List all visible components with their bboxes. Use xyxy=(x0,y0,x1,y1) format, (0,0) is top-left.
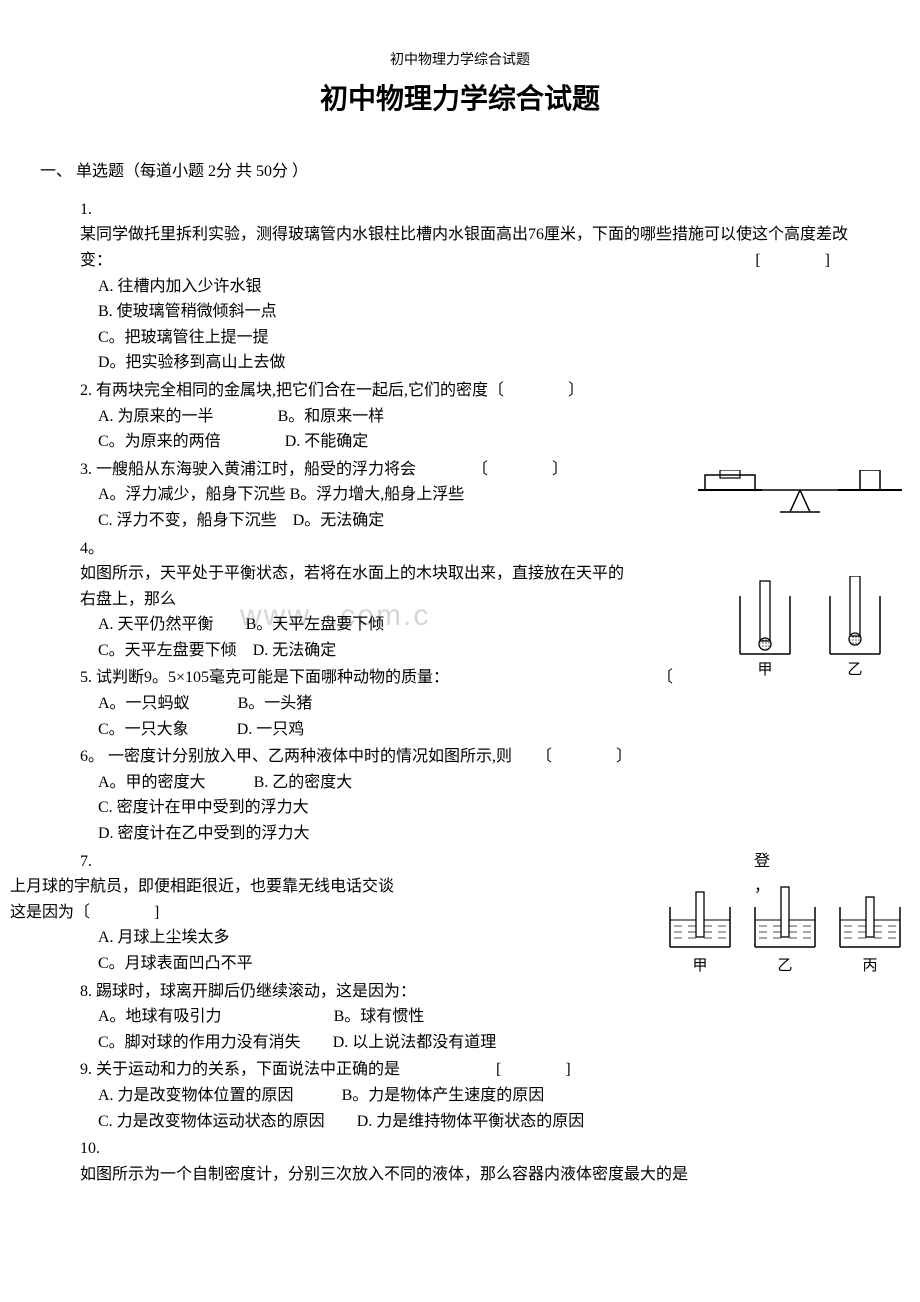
q4-text: 如图所示，天平处于平衡状态，若将在水面上的木块取出来，直接放在天平的右盘上，那么 xyxy=(80,561,630,612)
q4-num: 4。 xyxy=(80,540,104,557)
q4-opt-a: A. 天平仍然平衡 xyxy=(98,616,214,633)
q9-opt-b: B。力是物体产生速度的原因 xyxy=(342,1087,545,1104)
question-5: 5. 试判断9。5×105毫克可能是下面哪种动物的质量： 〔 A。一只蚂蚁 B。… xyxy=(80,665,850,742)
question-2: 2. 有两块完全相同的金属块,把它们合在一起后,它们的密度〔 〕 A. 为原来的… xyxy=(80,378,850,455)
question-3: 3. 一艘船从东海驶入黄浦江时，船受的浮力将会 〔 〕 A。浮力减少，船身下沉些… xyxy=(80,457,850,534)
q2-num: 2. xyxy=(80,382,92,399)
question-4: 4。 如图所示，天平处于平衡状态，若将在水面上的木块取出来，直接放在天平的右盘上… xyxy=(80,536,850,664)
q3-opt-a: A。浮力减少，船身下沉些 xyxy=(98,486,286,503)
q2-opt-a: A. 为原来的一半 xyxy=(98,408,214,425)
q4-opt-d: D. 无法确定 xyxy=(253,642,337,659)
q9-opt-a: A. 力是改变物体位置的原因 xyxy=(98,1087,294,1104)
q1-opt-a: A. 往槽内加入少许水银 xyxy=(98,274,850,300)
q6-opt-a: A。甲的密度大 xyxy=(98,774,206,791)
q3-opt-c: C. 浮力不变，船身下沉些 xyxy=(98,512,277,529)
q8-opt-c: C。脚对球的作用力没有消失 xyxy=(98,1034,301,1051)
q3-num: 3. xyxy=(80,461,92,478)
q2-text: 有两块完全相同的金属块,把它们合在一起后,它们的密度〔 〕 xyxy=(92,382,584,399)
q1-bracket: [ ] xyxy=(755,248,830,274)
question-1: 1. 某同学做托里拆利实验，测得玻璃管内水银柱比槽内水银面高出76厘米，下面的哪… xyxy=(80,197,850,376)
q3-opt-b: B。浮力增大,船身上浮些 xyxy=(290,486,465,503)
q5-text: 试判断9。5×105毫克可能是下面哪种动物的质量： 〔 xyxy=(92,669,673,686)
q4-opt-b: B。天平左盘要下倾 xyxy=(246,616,385,633)
q2-opt-c: C。为原来的两倍 xyxy=(98,433,221,450)
q9-opt-c: C. 力是改变物体运动状态的原因 xyxy=(98,1113,325,1130)
q8-opt-b: B。球有惯性 xyxy=(334,1008,425,1025)
q7-text1: 登 xyxy=(754,849,770,875)
q7-opt-c: C。月球表面凹凸不平 xyxy=(98,951,850,977)
q8-num: 8. xyxy=(80,983,92,1000)
page-header: 初中物理力学综合试题 xyxy=(70,50,850,72)
q8-opt-d: D. 以上说法都没有道理 xyxy=(333,1034,497,1051)
q3-opt-d: D。无法确定 xyxy=(293,512,385,529)
q1-num: 1. xyxy=(80,201,92,218)
q7-text2: 上月球的宇航员，即便相距很近，也要靠无线电话交谈 xyxy=(10,878,394,895)
question-6: 6。 一密度计分别放入甲、乙两种液体中时的情况如图所示,则 〔 〕 A。甲的密度… xyxy=(80,744,850,846)
q1-opt-b: B. 使玻璃管稍微倾斜一点 xyxy=(98,299,850,325)
svg-text:丙: 丙 xyxy=(862,958,877,974)
question-8: 8. 踢球时，球离开脚后仍继续滚动，这是因为： A。地球有吸引力 B。球有惯性 … xyxy=(80,979,850,1056)
q5-opt-a: A。一只蚂蚁 xyxy=(98,695,190,712)
q1-text: 某同学做托里拆利实验，测得玻璃管内水银柱比槽内水银面高出76厘米，下面的哪些措施… xyxy=(80,226,848,269)
q5-opt-b: B。一头猪 xyxy=(238,695,313,712)
q9-text: 关于运动和力的关系，下面说法中正确的是 [ ] xyxy=(92,1061,571,1078)
q7-text4: 这是因为〔 ] xyxy=(10,900,850,926)
q6-num: 6。 xyxy=(80,748,104,765)
q6-opt-d: D. 密度计在乙中受到的浮力大 xyxy=(98,821,850,847)
q6-opt-b: B. 乙的密度大 xyxy=(254,774,353,791)
q7-text3: ， xyxy=(754,874,770,900)
q5-opt-c: C。一只大象 xyxy=(98,721,189,738)
q5-opt-d: D. 一只鸡 xyxy=(237,721,305,738)
q7-num: 7. xyxy=(80,853,92,870)
q10-num: 10. xyxy=(80,1140,100,1157)
q9-opt-d: D. 力是维持物体平衡状态的原因 xyxy=(357,1113,585,1130)
q1-opt-c: C。把玻璃管往上提一提 xyxy=(98,325,850,351)
main-title: 初中物理力学综合试题 xyxy=(70,78,850,123)
q2-opt-d: D. 不能确定 xyxy=(285,433,369,450)
q7-opt-a: A. 月球上尘埃太多 xyxy=(98,925,850,951)
question-10: 10. 如图所示为一个自制密度计，分别三次放入不同的液体，那么容器内液体密度最大… xyxy=(80,1136,850,1187)
q6-opt-c: C. 密度计在甲中受到的浮力大 xyxy=(98,795,850,821)
q8-opt-a: A。地球有吸引力 xyxy=(98,1008,222,1025)
q4-opt-c: C。天平左盘要下倾 xyxy=(98,642,237,659)
q5-num: 5. xyxy=(80,669,92,686)
q10-text: 如图所示为一个自制密度计，分别三次放入不同的液体，那么容器内液体密度最大的是 xyxy=(80,1162,850,1188)
q3-text: 一艘船从东海驶入黄浦江时，船受的浮力将会 〔 〕 xyxy=(92,461,568,478)
section-title: 一、 单选题（每道小题 2分 共 50分 ） xyxy=(40,159,850,185)
question-9: 9. 关于运动和力的关系，下面说法中正确的是 [ ] A. 力是改变物体位置的原… xyxy=(80,1057,850,1134)
q8-text: 踢球时，球离开脚后仍继续滚动，这是因为： xyxy=(92,983,416,1000)
question-7: 7.登 上月球的宇航员，即便相距很近，也要靠无线电话交谈， 这是因为〔 ] A.… xyxy=(80,849,850,977)
q6-text: 一密度计分别放入甲、乙两种液体中时的情况如图所示,则 〔 〕 xyxy=(104,748,632,765)
q1-opt-d: D。把实验移到高山上去做 xyxy=(98,350,850,376)
q9-num: 9. xyxy=(80,1061,92,1078)
q2-opt-b: B。和原来一样 xyxy=(278,408,385,425)
